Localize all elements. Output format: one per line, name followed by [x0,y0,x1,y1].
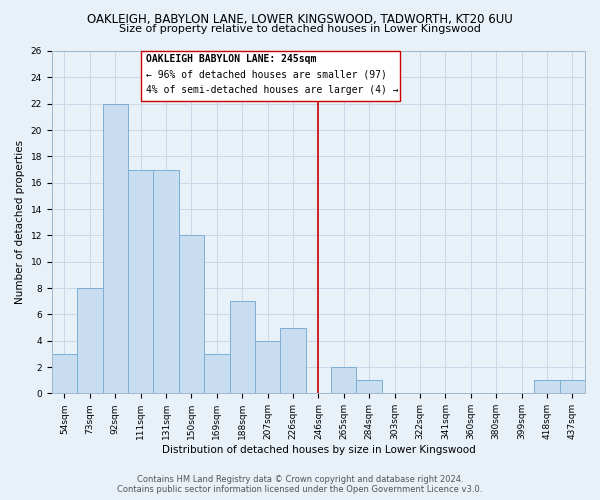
Bar [560,380,585,394]
Bar [534,380,560,394]
Bar [280,328,305,394]
Bar [331,367,356,394]
Text: Contains HM Land Registry data © Crown copyright and database right 2024.
Contai: Contains HM Land Registry data © Crown c… [118,474,482,494]
Y-axis label: Number of detached properties: Number of detached properties [15,140,25,304]
Bar [230,301,255,394]
Text: 4% of semi-detached houses are larger (4) →: 4% of semi-detached houses are larger (4… [146,84,398,94]
Bar [154,170,179,394]
Bar [179,236,204,394]
Text: OAKLEIGH, BABYLON LANE, LOWER KINGSWOOD, TADWORTH, KT20 6UU: OAKLEIGH, BABYLON LANE, LOWER KINGSWOOD,… [87,12,513,26]
Text: Size of property relative to detached houses in Lower Kingswood: Size of property relative to detached ho… [119,24,481,34]
Bar [255,340,280,394]
Text: ← 96% of detached houses are smaller (97): ← 96% of detached houses are smaller (97… [146,70,386,80]
Bar [77,288,103,394]
Bar [140,51,400,101]
Bar [128,170,154,394]
Text: OAKLEIGH BABYLON LANE: 245sqm: OAKLEIGH BABYLON LANE: 245sqm [146,54,316,64]
X-axis label: Distribution of detached houses by size in Lower Kingswood: Distribution of detached houses by size … [161,445,475,455]
Bar [204,354,230,394]
Bar [52,354,77,394]
Bar [356,380,382,394]
Bar [103,104,128,394]
